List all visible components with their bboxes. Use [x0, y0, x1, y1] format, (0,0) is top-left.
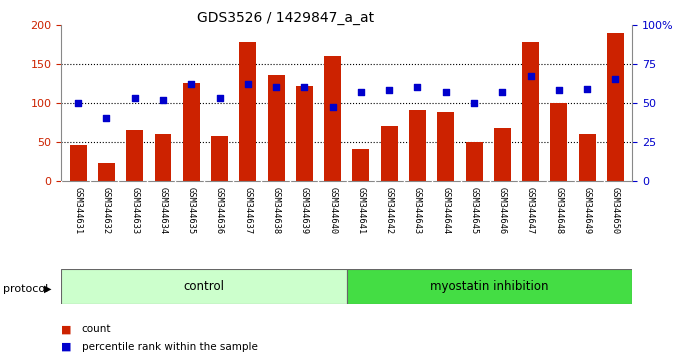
Text: GSM344647: GSM344647 — [526, 188, 535, 235]
Point — [73, 100, 84, 105]
Point — [214, 95, 225, 101]
Point — [356, 89, 367, 95]
Bar — [154, 134, 171, 181]
Point — [299, 84, 310, 90]
Bar — [437, 112, 454, 181]
Point — [412, 84, 423, 90]
Text: GDS3526 / 1429847_a_at: GDS3526 / 1429847_a_at — [197, 11, 374, 25]
Text: percentile rank within the sample: percentile rank within the sample — [82, 342, 258, 352]
Text: GSM344643: GSM344643 — [413, 188, 422, 235]
Bar — [381, 126, 398, 181]
Text: control: control — [184, 280, 224, 293]
Bar — [126, 130, 143, 181]
Bar — [183, 83, 200, 181]
Text: count: count — [82, 324, 111, 334]
Bar — [347, 269, 632, 304]
Point — [271, 84, 282, 90]
Point — [469, 100, 479, 105]
Point — [554, 87, 564, 93]
Bar — [69, 145, 86, 181]
Text: GSM344635: GSM344635 — [187, 188, 196, 235]
Text: GSM344642: GSM344642 — [385, 188, 394, 235]
Point — [101, 115, 112, 121]
Text: GSM344641: GSM344641 — [356, 188, 365, 235]
Bar — [211, 136, 228, 181]
Bar — [324, 56, 341, 181]
Point — [384, 87, 394, 93]
Point — [525, 73, 536, 79]
Bar — [409, 110, 426, 181]
Point — [441, 89, 452, 95]
Text: GSM344632: GSM344632 — [102, 188, 111, 235]
Bar — [268, 75, 285, 181]
Text: GSM344634: GSM344634 — [158, 188, 167, 235]
Point — [581, 86, 592, 91]
Text: GSM344639: GSM344639 — [300, 188, 309, 235]
Point — [497, 89, 508, 95]
Bar — [522, 42, 539, 181]
Text: ▶: ▶ — [44, 284, 51, 293]
Text: GSM344649: GSM344649 — [583, 188, 592, 235]
Text: GSM344633: GSM344633 — [131, 188, 139, 235]
Text: GSM344648: GSM344648 — [554, 188, 563, 235]
Point — [158, 97, 169, 102]
Text: protocol: protocol — [3, 284, 49, 293]
Text: GSM344638: GSM344638 — [271, 188, 281, 235]
Text: GSM344631: GSM344631 — [73, 188, 83, 235]
Text: GSM344646: GSM344646 — [498, 188, 507, 235]
Bar — [494, 127, 511, 181]
Text: ■: ■ — [61, 342, 71, 352]
Bar — [296, 86, 313, 181]
Point — [186, 81, 197, 87]
Bar — [98, 162, 115, 181]
Bar — [352, 149, 369, 181]
Point — [129, 95, 140, 101]
Point — [610, 76, 621, 82]
Bar — [579, 134, 596, 181]
Bar — [607, 33, 624, 181]
Text: GSM344636: GSM344636 — [215, 188, 224, 235]
Text: GSM344645: GSM344645 — [470, 188, 479, 235]
Bar — [239, 42, 256, 181]
Point — [242, 81, 253, 87]
Text: GSM344644: GSM344644 — [441, 188, 450, 235]
Bar — [466, 142, 483, 181]
Bar — [61, 269, 347, 304]
Text: GSM344637: GSM344637 — [243, 188, 252, 235]
Text: ■: ■ — [61, 324, 71, 334]
Text: GSM344650: GSM344650 — [611, 188, 620, 235]
Bar — [550, 103, 567, 181]
Text: GSM344640: GSM344640 — [328, 188, 337, 235]
Text: myostatin inhibition: myostatin inhibition — [430, 280, 549, 293]
Point — [327, 104, 338, 110]
